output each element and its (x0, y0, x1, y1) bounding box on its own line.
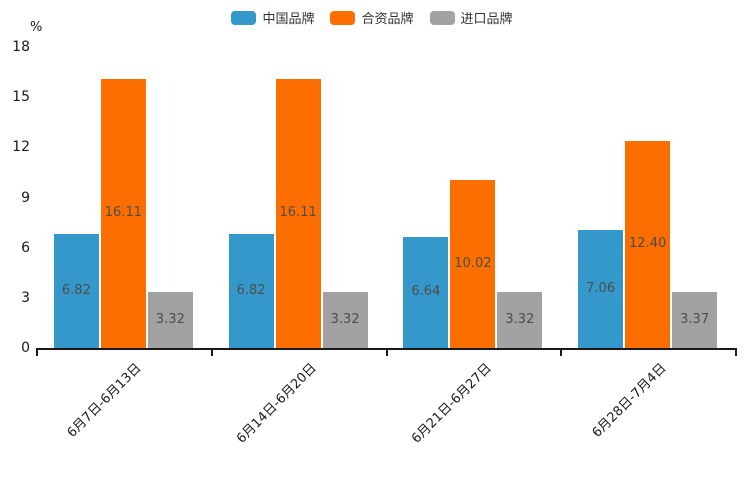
x-category-label: 6月7日-6月13日 (64, 360, 145, 441)
bar-合资品牌-3 (450, 180, 496, 348)
legend-swatch-icon (429, 10, 455, 25)
y-tick-label: 3 (21, 289, 30, 306)
bar-value-label: 3.32 (505, 312, 535, 328)
bar-进口品牌-4 (672, 291, 718, 348)
y-tick-label: 15 (12, 89, 30, 106)
bar-合资品牌-1 (100, 78, 146, 348)
bar-value-label: 3.32 (155, 312, 185, 328)
x-axis-tick (735, 350, 737, 356)
bar-合资品牌-2 (275, 78, 321, 348)
legend-swatch-icon (231, 10, 257, 25)
bar-进口品牌-3 (497, 292, 543, 348)
bar-value-label: 6.64 (411, 284, 441, 300)
x-category-label: 6月21日-6月27日 (408, 360, 495, 447)
y-tick-label: 0 (21, 340, 30, 356)
x-axis-tick (210, 350, 213, 356)
bar-中国品牌-3 (403, 236, 449, 348)
legend-label: 进口品牌 (460, 12, 513, 27)
bar-value-label: 3.32 (330, 312, 360, 328)
bar-value-label: 12.40 (629, 236, 667, 252)
bar-value-label: 7.06 (586, 280, 616, 296)
x-category-label: 6月14日-6月20日 (233, 360, 320, 447)
bar-value-label: 10.02 (454, 256, 492, 272)
bar-value-label: 3.37 (680, 311, 710, 327)
bar-中国品牌-2 (228, 233, 274, 348)
x-category-label: 6月28日-7月4日 (589, 360, 670, 441)
bar-中国品牌-1 (53, 233, 99, 348)
legend-item-2[interactable]: 合资品牌 (330, 8, 414, 27)
bar-value-label: 6.82 (236, 282, 266, 298)
bar-value-label: 16.11 (279, 205, 317, 221)
x-axis-line (36, 348, 737, 350)
y-tick-label: 6 (21, 239, 30, 256)
legend-item-1[interactable]: 中国品牌 (231, 8, 314, 27)
legend-item-3[interactable]: 进口品牌 (429, 8, 513, 27)
y-tick-label: 9 (21, 189, 30, 206)
bar-进口品牌-2 (322, 292, 368, 348)
x-axis-tick (560, 350, 563, 356)
bar-value-label: 6.82 (61, 282, 91, 298)
bar-value-label: 16.11 (104, 205, 142, 221)
legend-label: 合资品牌 (361, 12, 414, 27)
bar-合资品牌-4 (625, 140, 671, 348)
legend-label: 中国品牌 (262, 12, 315, 27)
bar-中国品牌-4 (578, 229, 624, 348)
y-axis-unit-label: % (30, 20, 43, 35)
x-axis-tick (36, 350, 38, 356)
x-axis-tick (385, 350, 388, 356)
legend-swatch-icon (330, 10, 356, 25)
bar-进口品牌-1 (147, 292, 193, 348)
y-tick-label: 12 (12, 139, 30, 156)
y-tick-label: 18 (12, 39, 30, 55)
legend: 中国品牌 合资品牌 进口品牌 (0, 8, 744, 27)
